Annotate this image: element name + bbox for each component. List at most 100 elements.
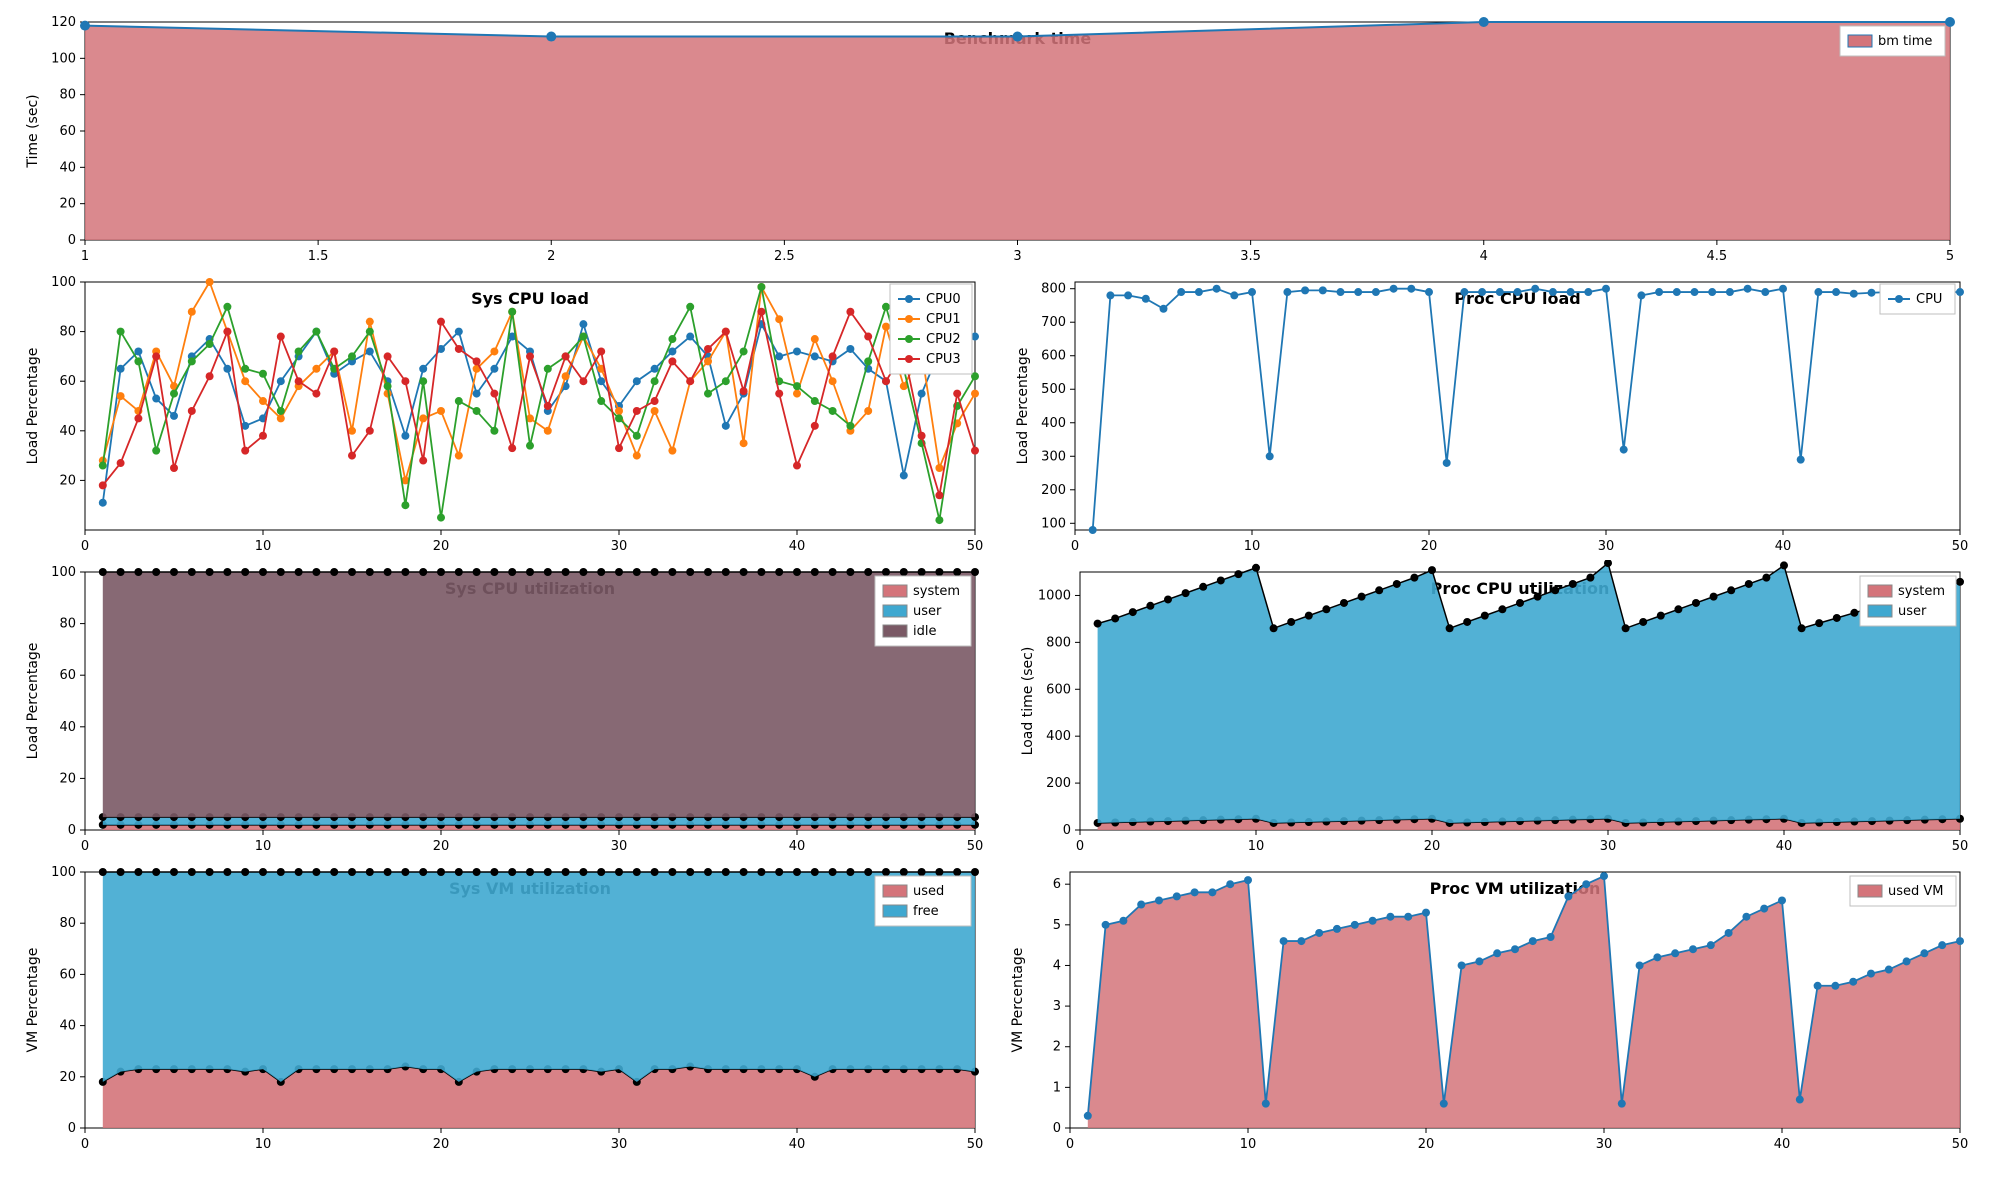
svg-text:60: 60 — [59, 668, 76, 683]
svg-text:20: 20 — [433, 839, 450, 854]
chart-proc-cpu-util: 0102030405002004006008001000Load time (s… — [995, 560, 1975, 860]
svg-text:5: 5 — [1053, 918, 1061, 933]
svg-text:user: user — [1898, 604, 1927, 619]
svg-text:400: 400 — [1041, 416, 1066, 431]
svg-text:20: 20 — [59, 473, 76, 488]
svg-text:0: 0 — [1071, 539, 1079, 554]
chart-sys-vm: 01020304050020406080100VM PercentageSys … — [10, 860, 990, 1160]
svg-text:700: 700 — [1041, 315, 1066, 330]
svg-text:Load time (sec): Load time (sec) — [1020, 647, 1036, 756]
panel-sys-cpu-util: 01020304050020406080100Load PercentageSy… — [10, 560, 995, 860]
svg-text:0: 0 — [81, 1137, 89, 1152]
svg-text:0: 0 — [68, 233, 76, 248]
svg-text:50: 50 — [1952, 839, 1969, 854]
svg-text:10: 10 — [1240, 1137, 1257, 1152]
svg-text:40: 40 — [59, 720, 76, 735]
svg-text:CPU1: CPU1 — [926, 312, 961, 327]
svg-text:50: 50 — [967, 539, 984, 554]
svg-text:Time (sec): Time (sec) — [25, 94, 41, 168]
svg-text:0: 0 — [1063, 823, 1071, 838]
svg-text:20: 20 — [1421, 539, 1438, 554]
svg-text:50: 50 — [967, 839, 984, 854]
svg-text:30: 30 — [611, 839, 628, 854]
panel-sys-vm: 01020304050020406080100VM PercentageSys … — [10, 860, 995, 1160]
svg-text:Load Percentage: Load Percentage — [1015, 348, 1031, 465]
svg-text:idle: idle — [913, 624, 936, 639]
svg-text:used: used — [913, 884, 944, 899]
panel-proc-vm: 010203040500123456VM PercentageProc VM u… — [995, 860, 1980, 1160]
svg-text:CPU0: CPU0 — [926, 292, 961, 307]
svg-text:30: 30 — [1600, 839, 1617, 854]
svg-text:used VM: used VM — [1888, 884, 1944, 899]
svg-text:20: 20 — [59, 771, 76, 786]
svg-text:120: 120 — [51, 15, 76, 30]
chart-benchmark: 11.522.533.544.55020406080100120Time (se… — [10, 10, 1970, 270]
svg-text:1000: 1000 — [1038, 588, 1071, 603]
svg-text:3: 3 — [1013, 249, 1021, 264]
svg-text:40: 40 — [59, 1019, 76, 1034]
panel-proc-cpu-util: 0102030405002004006008001000Load time (s… — [995, 560, 1980, 860]
svg-text:VM Percentage: VM Percentage — [25, 948, 41, 1053]
svg-text:100: 100 — [51, 565, 76, 580]
svg-text:2: 2 — [1053, 1040, 1061, 1055]
svg-text:50: 50 — [1952, 1137, 1969, 1152]
svg-text:200: 200 — [1046, 776, 1071, 791]
svg-text:10: 10 — [255, 539, 272, 554]
svg-text:6: 6 — [1053, 877, 1061, 892]
svg-text:user: user — [913, 604, 942, 619]
svg-text:600: 600 — [1041, 349, 1066, 364]
svg-text:40: 40 — [1774, 1137, 1791, 1152]
svg-text:4: 4 — [1480, 249, 1488, 264]
chart-proc-vm: 010203040500123456VM PercentageProc VM u… — [995, 860, 1975, 1160]
svg-text:30: 30 — [1598, 539, 1615, 554]
svg-text:20: 20 — [1424, 839, 1441, 854]
svg-text:Load Percentage: Load Percentage — [25, 643, 41, 760]
svg-text:40: 40 — [789, 1137, 806, 1152]
svg-text:10: 10 — [1244, 539, 1261, 554]
chart-sys-cpu-load: 0102030405020406080100Load PercentageSys… — [10, 270, 990, 560]
svg-text:30: 30 — [1596, 1137, 1613, 1152]
svg-text:0: 0 — [1076, 839, 1084, 854]
svg-text:60: 60 — [59, 124, 76, 139]
svg-text:50: 50 — [967, 1137, 984, 1152]
svg-text:100: 100 — [51, 51, 76, 66]
svg-text:0: 0 — [68, 1121, 76, 1136]
panel-proc-cpu-load: 01020304050100200300400500600700800Load … — [995, 270, 1980, 560]
panel-sys-cpu-load: 0102030405020406080100Load PercentageSys… — [10, 270, 995, 560]
svg-text:system: system — [913, 584, 960, 599]
svg-text:CPU3: CPU3 — [926, 352, 961, 367]
svg-text:10: 10 — [255, 1137, 272, 1152]
svg-text:40: 40 — [789, 839, 806, 854]
svg-text:2: 2 — [547, 249, 555, 264]
svg-text:60: 60 — [59, 374, 76, 389]
svg-text:3.5: 3.5 — [1240, 249, 1261, 264]
svg-text:400: 400 — [1046, 729, 1071, 744]
dashboard: { "layout": { "rows": [ { "panels": ["be… — [0, 0, 2000, 1200]
svg-text:100: 100 — [51, 865, 76, 880]
svg-text:80: 80 — [59, 916, 76, 931]
svg-text:free: free — [913, 904, 939, 919]
svg-text:30: 30 — [611, 1137, 628, 1152]
svg-text:0: 0 — [81, 839, 89, 854]
svg-text:0: 0 — [68, 823, 76, 838]
svg-text:0: 0 — [1053, 1121, 1061, 1136]
svg-text:10: 10 — [255, 839, 272, 854]
svg-text:4.5: 4.5 — [1707, 249, 1728, 264]
svg-text:20: 20 — [433, 539, 450, 554]
svg-text:100: 100 — [1041, 516, 1066, 531]
svg-text:CPU2: CPU2 — [926, 332, 961, 347]
svg-text:1: 1 — [1053, 1080, 1061, 1095]
svg-text:40: 40 — [1775, 539, 1792, 554]
svg-text:60: 60 — [59, 967, 76, 982]
svg-text:5: 5 — [1946, 249, 1954, 264]
svg-text:CPU: CPU — [1916, 292, 1942, 307]
svg-text:20: 20 — [59, 197, 76, 212]
svg-text:1.5: 1.5 — [308, 249, 329, 264]
svg-text:20: 20 — [433, 1137, 450, 1152]
svg-text:20: 20 — [59, 1070, 76, 1085]
svg-text:600: 600 — [1046, 682, 1071, 697]
svg-text:80: 80 — [59, 88, 76, 103]
svg-text:Load Percentage: Load Percentage — [25, 348, 41, 465]
svg-text:40: 40 — [1776, 839, 1793, 854]
panel-benchmark: 11.522.533.544.55020406080100120Time (se… — [10, 10, 1980, 270]
